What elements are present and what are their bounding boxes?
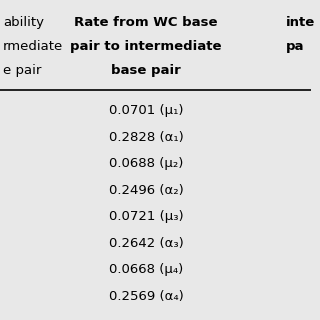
Text: e pair: e pair [3,64,42,77]
Text: 0.0668 (μ₄): 0.0668 (μ₄) [109,263,183,276]
Text: 0.0688 (μ₂): 0.0688 (μ₂) [109,157,183,170]
Text: ability: ability [3,16,44,29]
Text: 0.2828 (α₁): 0.2828 (α₁) [108,131,183,144]
Text: 0.0721 (μ₃): 0.0721 (μ₃) [109,210,183,223]
Text: inte: inte [286,16,315,29]
Text: 0.0701 (μ₁): 0.0701 (μ₁) [109,104,183,117]
Text: rmediate: rmediate [3,40,63,53]
Text: pa: pa [286,40,304,53]
Text: 0.2496 (α₂): 0.2496 (α₂) [108,184,183,197]
Text: base pair: base pair [111,64,181,77]
Text: 0.2569 (α₄): 0.2569 (α₄) [108,290,183,303]
Text: Rate from WC base: Rate from WC base [74,16,218,29]
Text: pair to intermediate: pair to intermediate [70,40,222,53]
Text: 0.2642 (α₃): 0.2642 (α₃) [108,237,183,250]
